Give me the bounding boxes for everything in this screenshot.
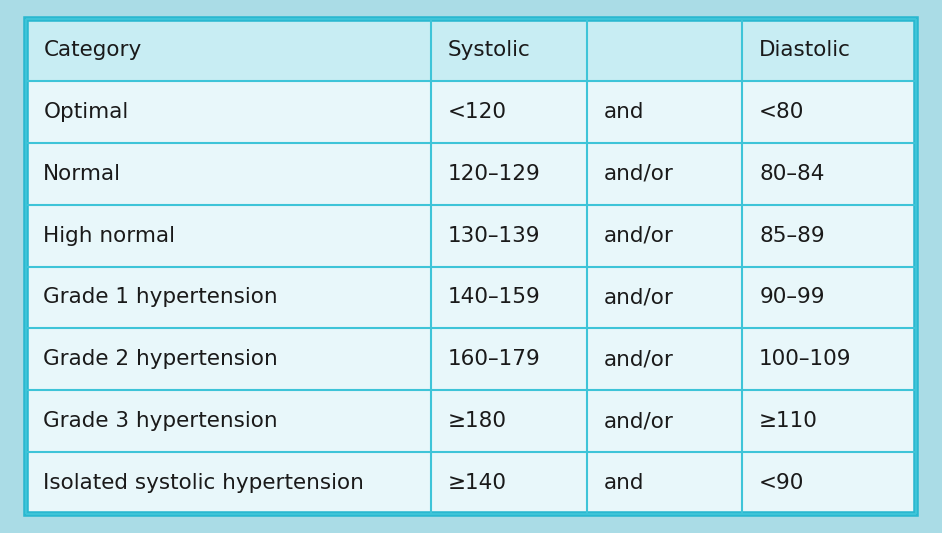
Text: <120: <120	[448, 102, 507, 122]
Bar	[742, 266, 916, 328]
Text: ≥110: ≥110	[759, 411, 818, 431]
Bar	[26, 453, 431, 514]
Text: High normal: High normal	[43, 225, 175, 246]
Text: and/or: and/or	[604, 225, 674, 246]
Text: <90: <90	[759, 473, 804, 494]
Text: and: and	[604, 473, 644, 494]
Bar	[26, 142, 431, 205]
Text: Grade 3 hypertension: Grade 3 hypertension	[43, 411, 278, 431]
Bar	[587, 80, 742, 143]
Text: and/or: and/or	[604, 350, 674, 369]
Text: and/or: and/or	[604, 164, 674, 183]
Text: 90–99: 90–99	[759, 287, 824, 308]
Text: Optimal: Optimal	[43, 102, 128, 122]
Bar	[431, 453, 587, 514]
Bar	[587, 453, 742, 514]
Bar	[742, 328, 916, 390]
Text: 100–109: 100–109	[759, 350, 852, 369]
Bar	[587, 19, 742, 80]
Bar	[742, 390, 916, 453]
Bar	[587, 328, 742, 390]
Text: 160–179: 160–179	[448, 350, 541, 369]
Text: 85–89: 85–89	[759, 225, 825, 246]
Bar	[431, 205, 587, 266]
Bar	[742, 205, 916, 266]
Bar	[742, 19, 916, 80]
Bar	[431, 390, 587, 453]
Bar	[742, 142, 916, 205]
Text: Normal: Normal	[43, 164, 122, 183]
Bar	[431, 142, 587, 205]
Bar	[587, 266, 742, 328]
Text: 120–129: 120–129	[448, 164, 541, 183]
Bar	[431, 19, 587, 80]
Text: Isolated systolic hypertension: Isolated systolic hypertension	[43, 473, 365, 494]
Bar	[742, 453, 916, 514]
Text: Grade 2 hypertension: Grade 2 hypertension	[43, 350, 278, 369]
Text: ≥140: ≥140	[448, 473, 507, 494]
Bar	[26, 266, 431, 328]
Bar	[26, 80, 431, 143]
Bar	[26, 205, 431, 266]
Bar	[587, 205, 742, 266]
Text: and: and	[604, 102, 644, 122]
Text: 130–139: 130–139	[448, 225, 541, 246]
Bar	[26, 328, 431, 390]
Bar	[431, 328, 587, 390]
Text: and/or: and/or	[604, 411, 674, 431]
Text: <80: <80	[759, 102, 804, 122]
Bar	[587, 142, 742, 205]
Text: 140–159: 140–159	[448, 287, 541, 308]
Bar	[587, 390, 742, 453]
Text: Diastolic: Diastolic	[759, 39, 851, 60]
Bar	[742, 80, 916, 143]
Bar	[431, 266, 587, 328]
Text: 80–84: 80–84	[759, 164, 824, 183]
Text: ≥180: ≥180	[448, 411, 507, 431]
Bar	[26, 390, 431, 453]
Bar	[431, 80, 587, 143]
Text: Systolic: Systolic	[448, 39, 530, 60]
Text: Category: Category	[43, 39, 141, 60]
Text: Grade 1 hypertension: Grade 1 hypertension	[43, 287, 278, 308]
Text: and/or: and/or	[604, 287, 674, 308]
Bar	[26, 19, 431, 80]
